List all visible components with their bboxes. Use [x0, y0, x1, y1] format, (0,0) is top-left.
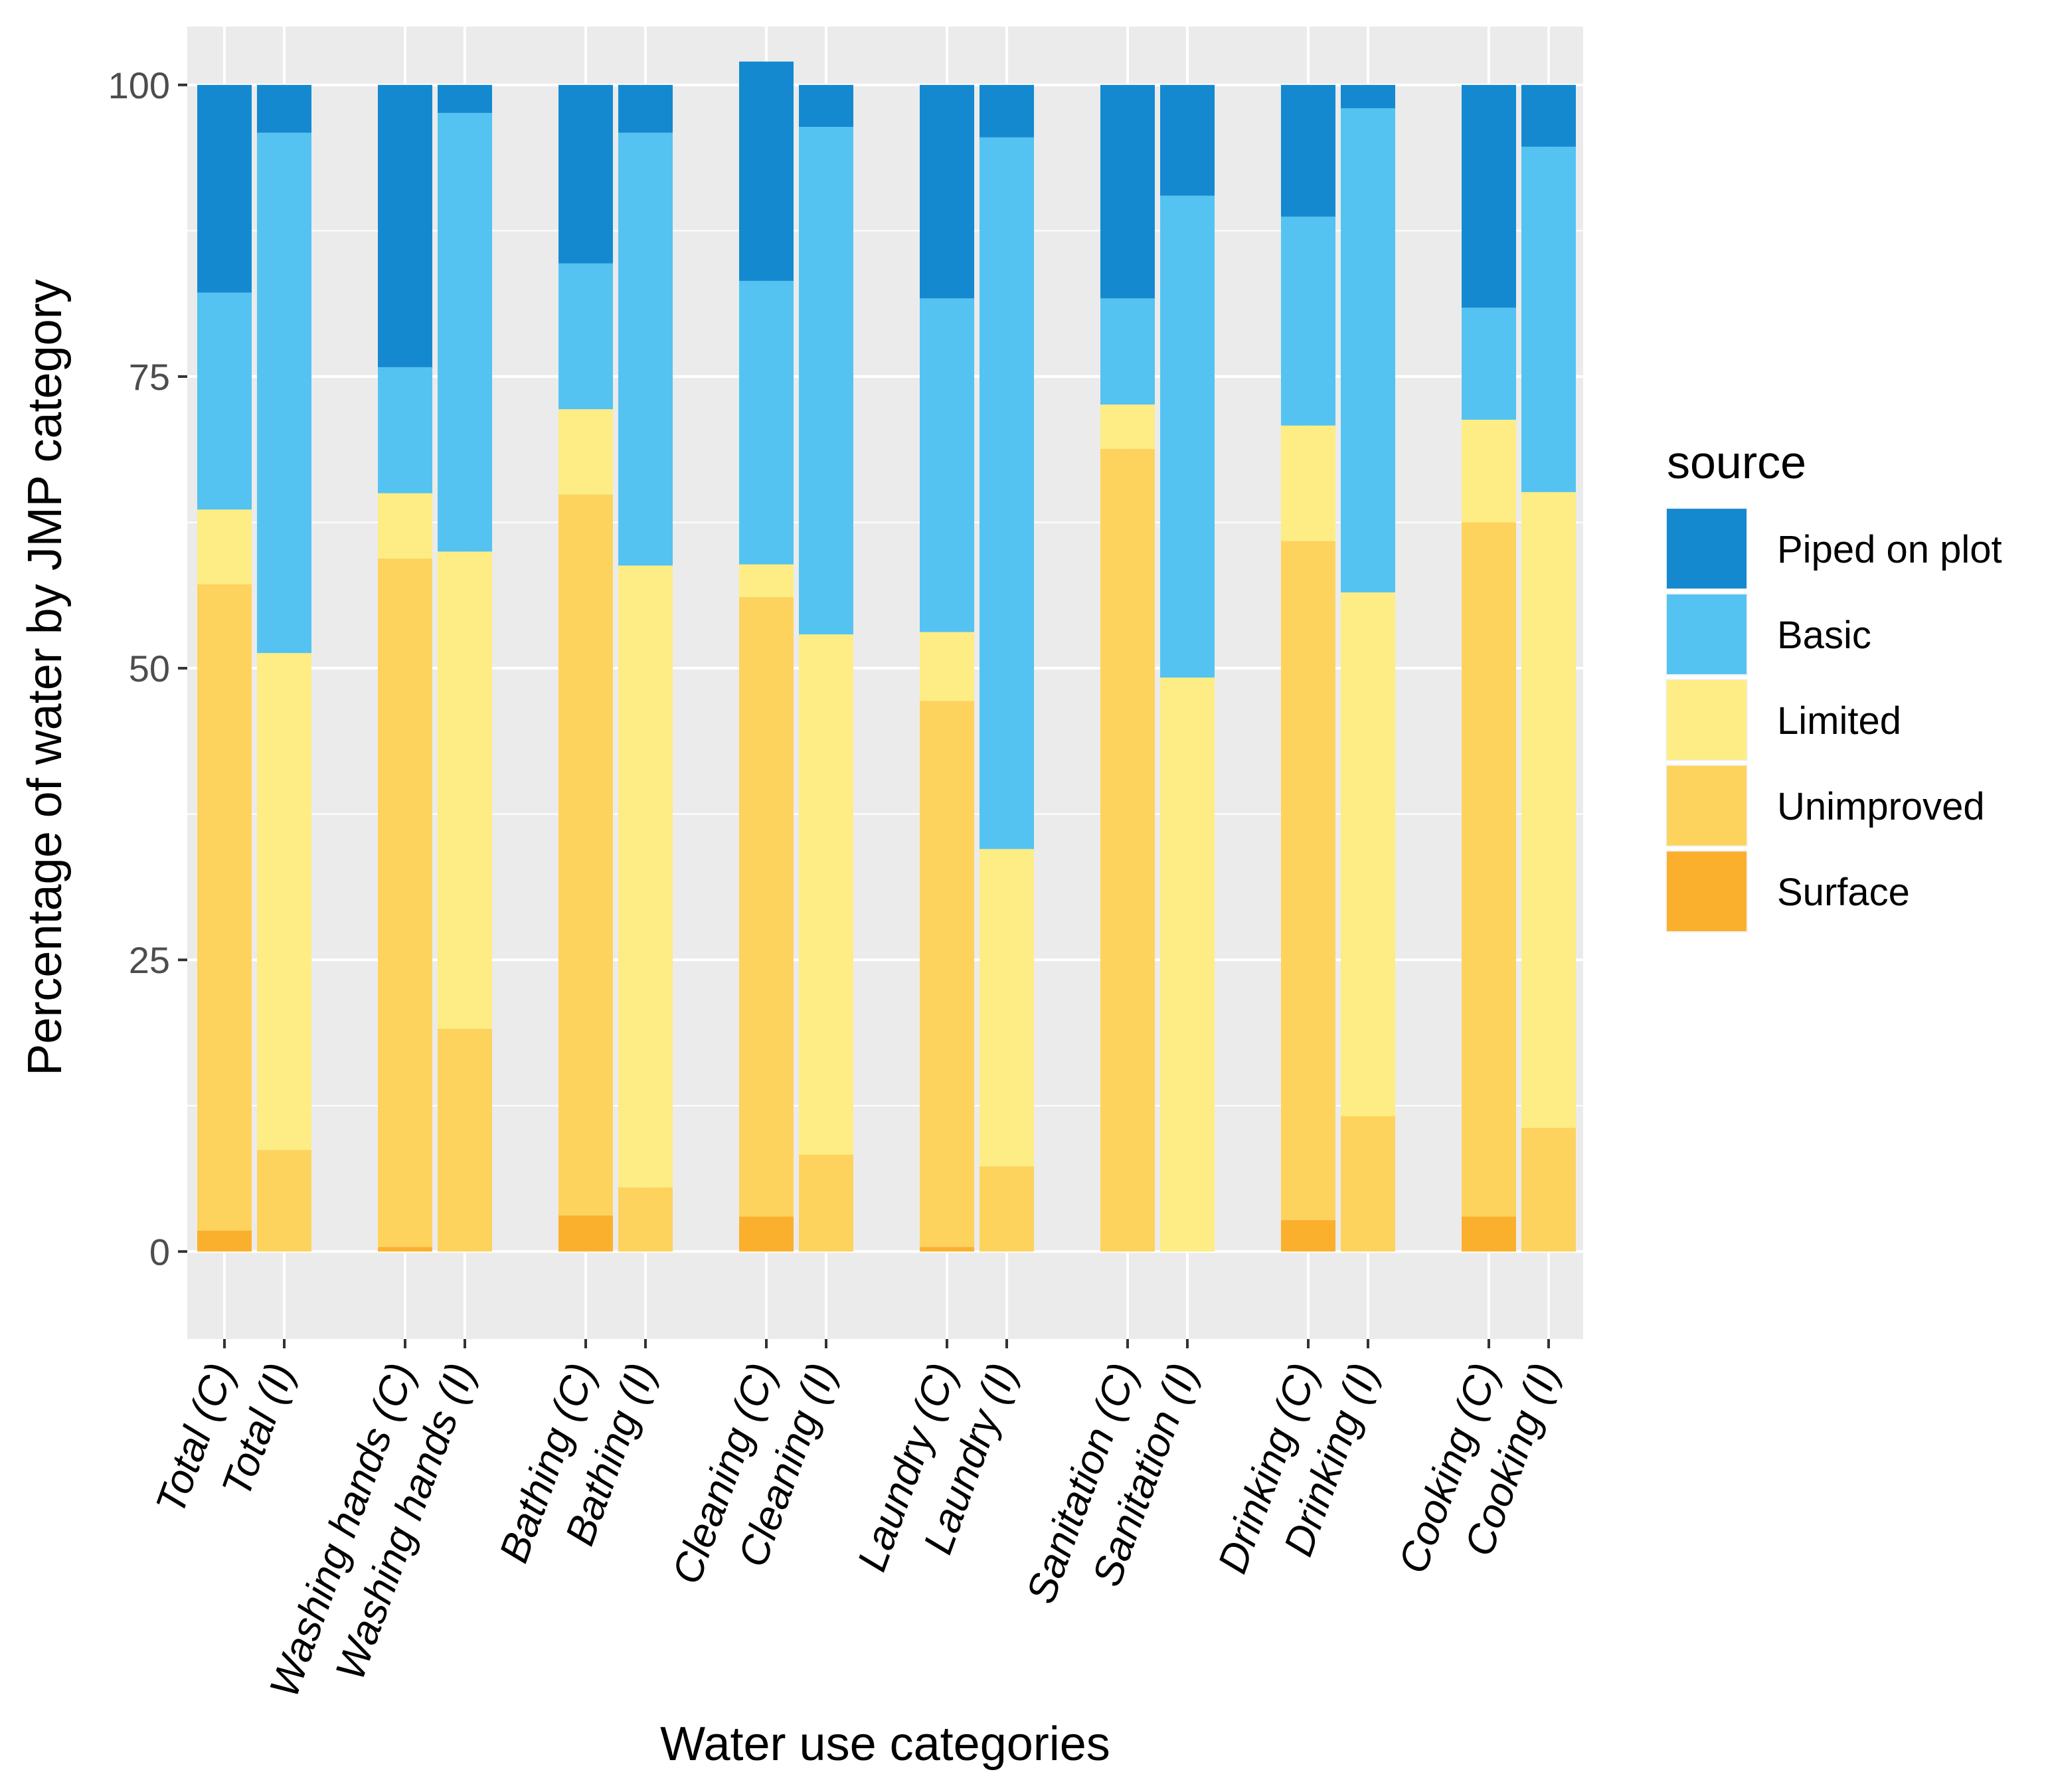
- bar-segment-basic: [920, 298, 974, 632]
- bar-segment-limited: [1281, 425, 1335, 541]
- bar-segment-basic: [1100, 298, 1155, 405]
- bar-segment-surface: [378, 1247, 432, 1252]
- bar-segment-piped-on-plot: [739, 61, 794, 281]
- x-axis: Total (C)Total (I)Washing hands (C)Washi…: [147, 1339, 1568, 1703]
- bar-segment-piped-on-plot: [1462, 84, 1516, 308]
- bar-segment-basic: [1341, 108, 1395, 592]
- bar-segment-limited: [197, 509, 252, 584]
- bar-segment-surface: [1462, 1216, 1516, 1252]
- bar-segment-surface: [739, 1216, 794, 1252]
- y-axis: 0 25 50 75 100: [108, 64, 187, 1273]
- bar-segment-piped-on-plot: [980, 84, 1034, 137]
- bar-segment-piped-on-plot: [438, 84, 492, 113]
- bar-segment-basic: [1521, 146, 1576, 492]
- bar-segment-basic: [1160, 195, 1215, 678]
- bar-segment-piped-on-plot: [799, 84, 853, 128]
- bar-segment-basic: [980, 137, 1034, 850]
- bar-segment-unimproved: [739, 596, 794, 1217]
- legend-swatch-surface: [1667, 851, 1747, 931]
- bar-segment-piped-on-plot: [1341, 84, 1395, 108]
- bar-segment-basic: [618, 132, 673, 566]
- legend-label: Surface: [1777, 871, 1910, 914]
- y-tick-label: 75: [129, 356, 170, 398]
- bar-segment-unimproved: [378, 558, 432, 1247]
- bar-segment-piped-on-plot: [1160, 84, 1215, 196]
- bar-segment-surface: [920, 1247, 974, 1252]
- legend-title: source: [1667, 436, 1806, 488]
- bar-segment-piped-on-plot: [920, 84, 974, 299]
- bar-segment-limited: [1521, 492, 1576, 1128]
- bar-segment-unimproved: [1462, 522, 1516, 1217]
- bar-segment-limited: [739, 564, 794, 597]
- legend-swatch-unimproved: [1667, 766, 1747, 846]
- y-tick-label: 50: [129, 648, 170, 689]
- bar-segment-basic: [558, 263, 613, 410]
- bar-segment-unimproved: [197, 584, 252, 1231]
- bar-segment-unimproved: [1281, 541, 1335, 1220]
- x-tick-label: Total (C): [147, 1357, 244, 1520]
- bar-segment-unimproved: [1341, 1116, 1395, 1252]
- bar-segment-limited: [799, 634, 853, 1155]
- bar-segment-limited: [920, 632, 974, 701]
- bar-segment-limited: [438, 551, 492, 1029]
- bar-segment-limited: [618, 565, 673, 1188]
- bar-segment-piped-on-plot: [257, 84, 311, 133]
- bar-segment-basic: [438, 112, 492, 552]
- y-axis-title: Percentage of water by JMP category: [19, 279, 72, 1075]
- bars: [197, 61, 1576, 1252]
- bar-segment-unimproved: [1521, 1128, 1576, 1252]
- bar-segment-limited: [558, 409, 613, 495]
- legend-swatch-piped-on-plot: [1667, 509, 1747, 588]
- bar-segment-unimproved: [799, 1154, 853, 1252]
- legend-label: Basic: [1777, 614, 1871, 657]
- bar-segment-piped-on-plot: [618, 84, 673, 133]
- bar-segment-limited: [378, 493, 432, 559]
- bar-segment-limited: [1100, 404, 1155, 449]
- bar-segment-unimproved: [618, 1187, 673, 1252]
- legend: source Piped on plot Basic Limited Unimprov…: [1665, 436, 2002, 933]
- bar-segment-unimproved: [920, 701, 974, 1247]
- bar-segment-basic: [378, 367, 432, 493]
- legend-label: Unimproved: [1777, 785, 1985, 828]
- bar-segment-unimproved: [257, 1150, 311, 1252]
- bar-segment-basic: [1462, 308, 1516, 420]
- y-tick-label: 100: [108, 64, 170, 106]
- legend-label: Limited: [1777, 699, 1901, 743]
- legend-label: Piped on plot: [1777, 528, 2002, 571]
- x-axis-title: Water use categories: [660, 1718, 1110, 1771]
- bar-segment-piped-on-plot: [1100, 84, 1155, 299]
- bar-segment-limited: [257, 653, 311, 1150]
- bar-segment-unimproved: [980, 1166, 1034, 1252]
- bar-segment-limited: [1462, 419, 1516, 523]
- legend-swatch-basic: [1667, 594, 1747, 674]
- bar-segment-basic: [1281, 217, 1335, 426]
- bar-segment-basic: [739, 280, 794, 565]
- bar-segment-basic: [799, 127, 853, 635]
- bar-segment-surface: [197, 1230, 252, 1252]
- bar-segment-surface: [558, 1215, 613, 1252]
- bar-segment-piped-on-plot: [197, 84, 252, 293]
- bar-segment-piped-on-plot: [378, 84, 432, 367]
- bar-segment-limited: [1341, 592, 1395, 1117]
- bar-segment-piped-on-plot: [558, 84, 613, 264]
- bar-segment-unimproved: [558, 494, 613, 1215]
- bar-segment-piped-on-plot: [1281, 84, 1335, 217]
- bar-segment-unimproved: [1100, 448, 1155, 1252]
- bar-segment-limited: [980, 849, 1034, 1167]
- bar-segment-surface: [1281, 1219, 1335, 1252]
- bar-segment-basic: [197, 292, 252, 510]
- bar-segment-limited: [1160, 677, 1215, 1252]
- legend-swatch-limited: [1667, 680, 1747, 760]
- bar-segment-unimproved: [438, 1028, 492, 1252]
- y-tick-label: 25: [129, 939, 170, 981]
- bar-segment-basic: [257, 132, 311, 654]
- y-tick-label: 0: [149, 1231, 170, 1273]
- bar-segment-piped-on-plot: [1521, 84, 1576, 147]
